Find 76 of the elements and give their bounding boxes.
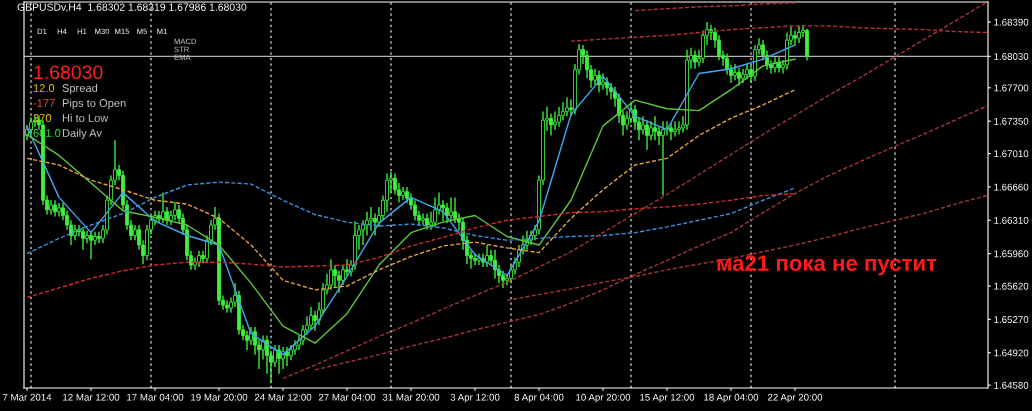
x-tick-label: 17 Mar 04:00 xyxy=(127,393,184,401)
candlestick xyxy=(653,115,657,141)
x-tick-label: 15 Apr 12:00 xyxy=(640,393,695,403)
candlestick xyxy=(173,201,177,221)
x-tick-label: 8 Apr 04:00 xyxy=(514,393,564,403)
annotation: -177 xyxy=(33,99,55,107)
line-series xyxy=(570,25,988,42)
candlestick xyxy=(553,110,557,131)
y-tick-label: 1.68390 xyxy=(994,18,1029,26)
candlestick xyxy=(97,230,101,244)
annotation: Daily Av xyxy=(62,128,102,140)
candlestick xyxy=(345,258,349,278)
candlestick xyxy=(557,106,561,128)
candlestick xyxy=(641,115,645,136)
annotation: 12.0 xyxy=(33,84,55,92)
line-series xyxy=(282,2,988,380)
y-tick-label: 1.64580 xyxy=(994,381,1029,389)
candlestick xyxy=(677,120,681,136)
x-tick-label: 18 Apr 04:00 xyxy=(704,393,759,403)
candlestick xyxy=(793,29,797,46)
candlestick xyxy=(669,122,673,141)
x-tick-label: 7 Mar 2014 xyxy=(2,393,52,401)
x-tick-label: 12 Mar 12:00 xyxy=(63,393,120,401)
candlestick xyxy=(89,230,93,261)
candlestick xyxy=(161,191,165,224)
x-tick-label: 24 Mar 12:00 xyxy=(254,393,312,401)
annotation: 1.68030 xyxy=(34,65,103,80)
x-tick-label: 22 Apr 20:00 xyxy=(767,393,823,403)
annotation: ма21 пока не пустит xyxy=(717,255,937,276)
candlestick xyxy=(369,206,373,232)
candlestick xyxy=(645,119,649,151)
candlestick xyxy=(449,196,453,221)
candlestick xyxy=(441,199,445,222)
x-tick-label: 10 Apr 20:00 xyxy=(576,393,631,403)
candlestick xyxy=(225,299,229,314)
x-tick-label: 27 Mar 04:00 xyxy=(318,393,376,401)
y-tick-label: 1.64920 xyxy=(994,349,1029,357)
y-tick-label: 1.67700 xyxy=(994,84,1029,92)
candlestick xyxy=(49,199,53,216)
candlestick xyxy=(421,212,425,226)
y-tick-label: 1.65620 xyxy=(994,282,1029,290)
x-tick-label: 19 Mar 20:00 xyxy=(191,393,248,401)
x-tick-label: 3 Apr 12:00 xyxy=(450,393,500,403)
x-tick-label: 31 Mar 20:00 xyxy=(382,393,440,401)
line-series xyxy=(314,105,988,371)
candlestick xyxy=(309,306,313,331)
y-tick-label: 1.68030 xyxy=(994,53,1029,60)
y-tick-label: 1.65270 xyxy=(994,316,1029,323)
candlestick xyxy=(329,258,333,291)
candlestick xyxy=(285,346,289,367)
candlestick xyxy=(565,96,569,118)
y-tick-label: 1.67010 xyxy=(994,150,1029,158)
annotation: Spread xyxy=(62,83,98,95)
y-tick-label: 1.67350 xyxy=(994,117,1029,125)
y-tick-label: 1.65960 xyxy=(994,250,1029,258)
line-series xyxy=(634,2,796,12)
candlestick xyxy=(673,120,677,138)
candlestick xyxy=(313,310,317,332)
y-tick-label: 1.66310 xyxy=(994,216,1029,224)
candlestick xyxy=(737,67,741,87)
annotation: Pips to Open xyxy=(62,98,126,110)
candlestick xyxy=(85,230,89,244)
candlestick xyxy=(485,244,489,268)
candlestick xyxy=(693,49,697,70)
y-tick-label: 1.66660 xyxy=(994,183,1029,191)
candlestick xyxy=(605,76,609,97)
candlestick xyxy=(165,206,169,226)
candlestick xyxy=(333,264,337,289)
annotation: Hi to Low xyxy=(62,113,109,122)
line-series xyxy=(26,181,796,255)
candlestick xyxy=(433,196,437,228)
candlestick xyxy=(733,63,737,81)
candlestick xyxy=(649,120,653,141)
candlestick xyxy=(81,226,85,251)
candlestick xyxy=(277,344,281,375)
candlestick xyxy=(661,120,665,197)
